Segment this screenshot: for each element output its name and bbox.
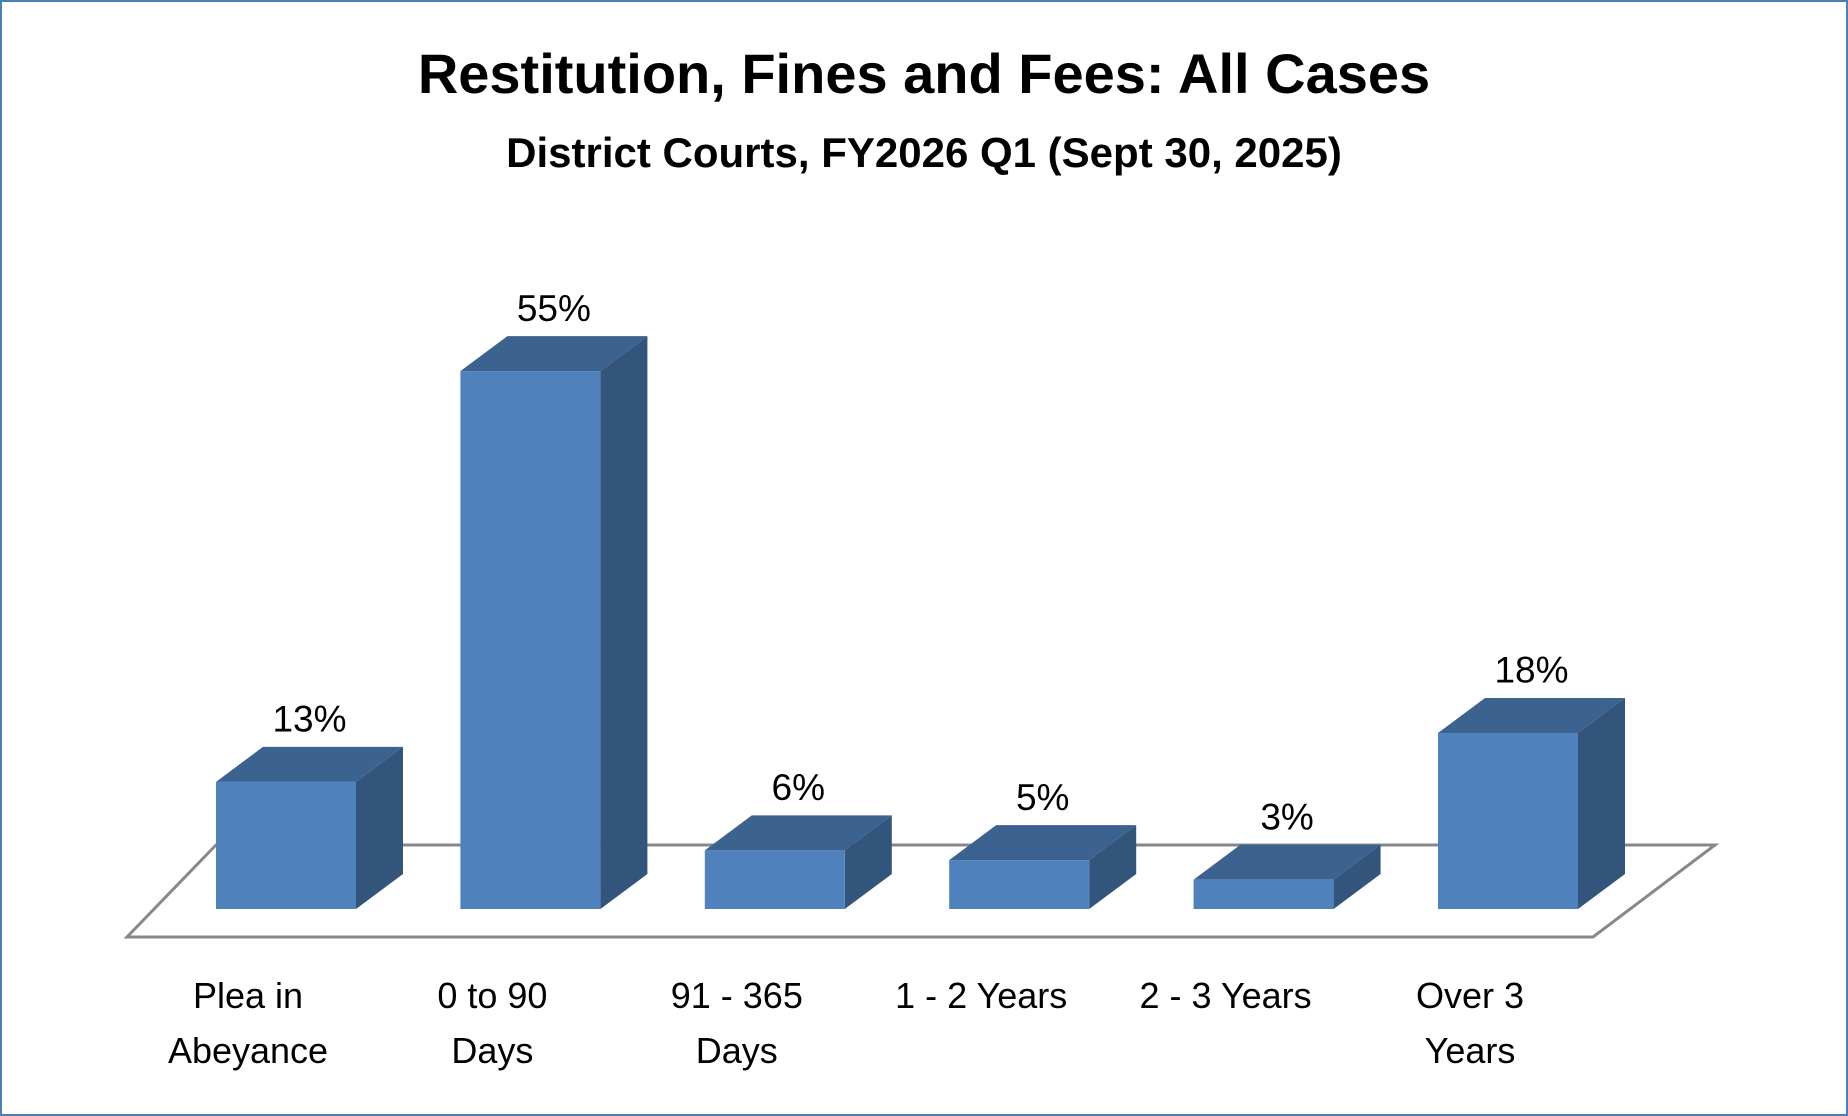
chart-title: Restitution, Fines and Fees: All Cases xyxy=(418,42,1430,105)
bar-side xyxy=(1089,825,1137,909)
value-label: 3% xyxy=(1260,796,1313,837)
value-label: 18% xyxy=(1494,650,1568,691)
bar-top xyxy=(216,746,403,782)
bar-top xyxy=(1438,697,1625,733)
bar-top xyxy=(704,815,892,851)
value-label: 55% xyxy=(517,288,591,329)
bar-top xyxy=(1193,844,1381,880)
bar-side xyxy=(844,815,892,909)
chart-subtitle: District Courts, FY2026 Q1 (Sept 30, 202… xyxy=(506,129,1342,176)
x-tick-label: Over 3 Years xyxy=(1415,975,1525,1071)
bar-side xyxy=(1333,844,1381,909)
bar xyxy=(216,781,356,909)
value-label: 13% xyxy=(272,699,346,740)
x-tick-label: 1 - 2 Years xyxy=(895,975,1068,1016)
x-tick-label: 91 - 365 Days xyxy=(670,975,803,1071)
bar xyxy=(460,371,601,910)
bar xyxy=(1438,732,1578,909)
floor xyxy=(123,843,1720,939)
bar-side xyxy=(1578,697,1625,909)
bar xyxy=(949,860,1090,909)
bar-side xyxy=(600,336,648,910)
bar-top xyxy=(949,825,1137,861)
bar xyxy=(1193,879,1334,909)
x-tick-label: 0 to 90 Days xyxy=(437,975,548,1071)
bar-top xyxy=(460,336,648,372)
value-label: 6% xyxy=(772,767,825,808)
x-tick-label: Plea in Abeyance xyxy=(167,975,329,1071)
value-label: 5% xyxy=(1016,777,1069,818)
x-tick-label: 2 - 3 Years xyxy=(1139,975,1312,1016)
bar xyxy=(704,850,845,909)
bar-side xyxy=(356,746,403,909)
